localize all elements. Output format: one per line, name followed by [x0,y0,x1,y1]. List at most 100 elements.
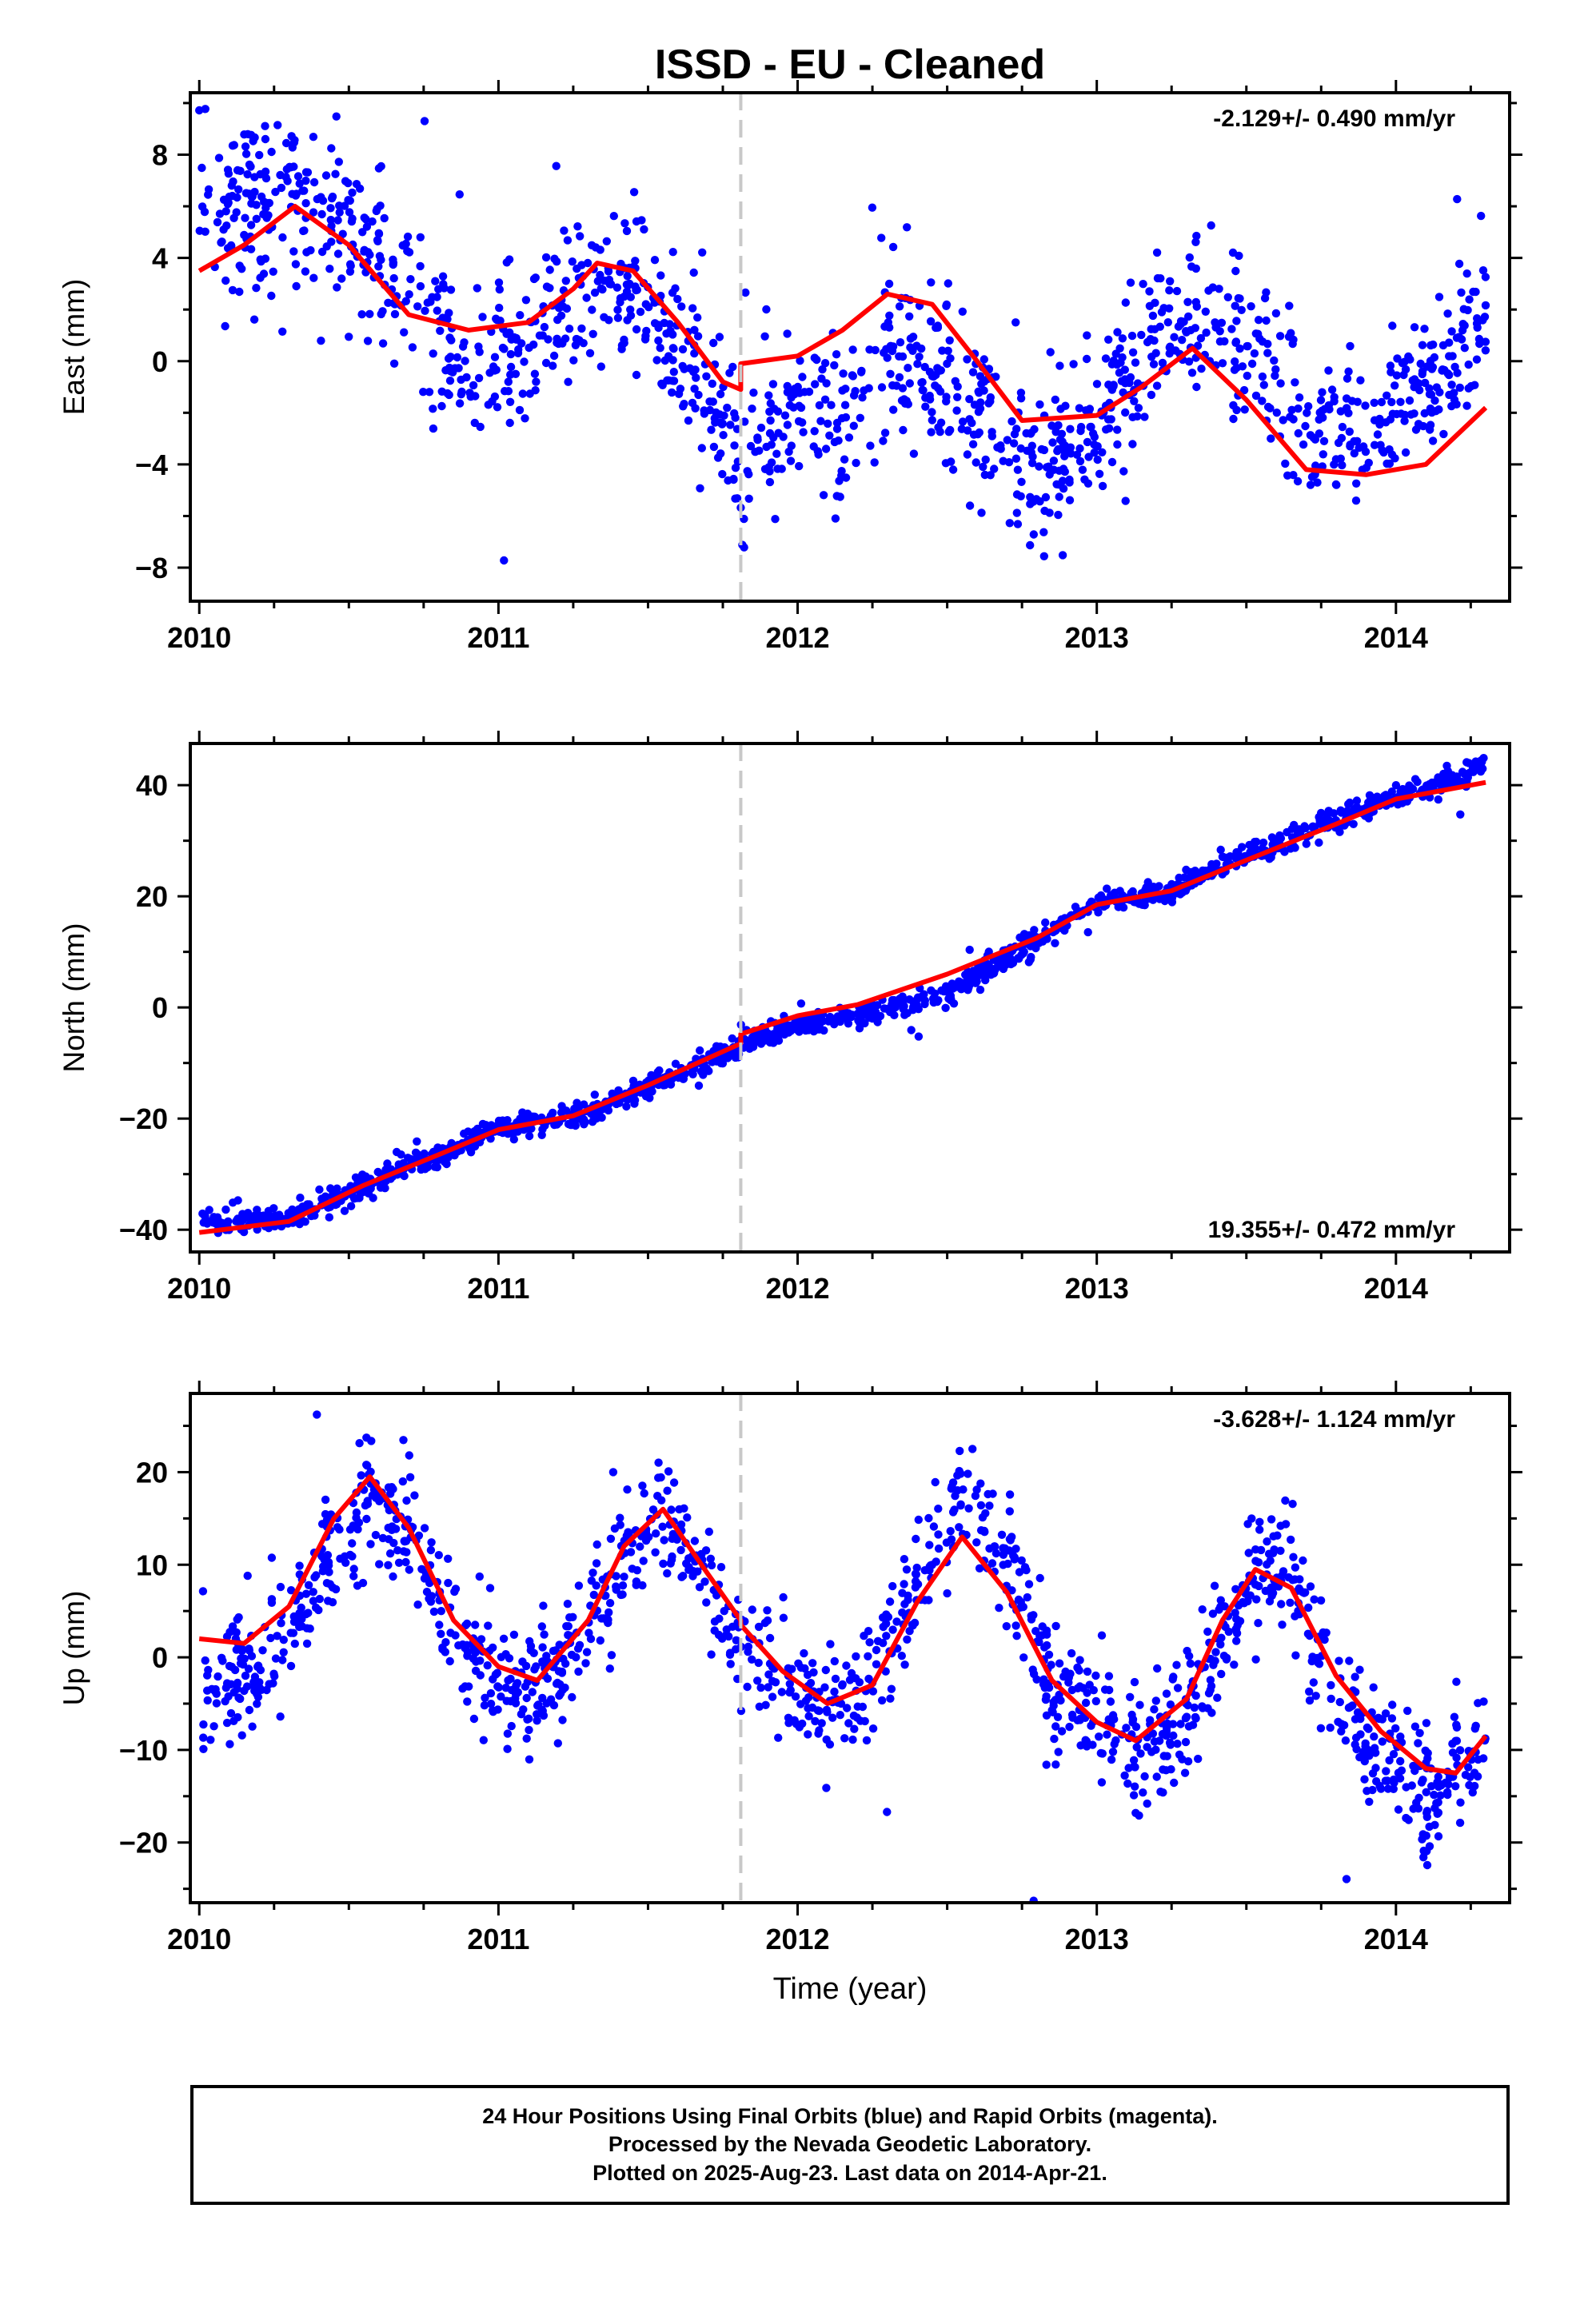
data-point [203,1696,212,1705]
data-point [1339,1720,1349,1730]
data-point [361,1501,370,1510]
data-point [302,248,311,257]
data-point [241,142,250,151]
data-point [301,199,310,208]
data-point [261,173,271,183]
data-point [405,1473,415,1482]
data-point [622,280,632,289]
data-point [1414,421,1424,430]
data-point [856,1716,865,1725]
data-point [925,391,934,401]
data-point [540,322,549,332]
data-point [731,494,740,503]
y-tick-label: −10 [119,1734,168,1767]
data-point [1268,1589,1278,1598]
data-point [1155,322,1165,331]
data-point [232,1628,241,1637]
data-point [1051,1696,1060,1704]
data-point [630,1097,639,1106]
data-point [406,275,415,284]
data-point [399,1547,409,1556]
data-point [445,1656,454,1666]
data-point [313,1410,321,1419]
data-point [419,388,428,397]
data-point [437,1607,445,1616]
data-point [919,386,928,395]
data-point [803,1670,812,1680]
data-point [1464,1763,1473,1772]
data-point [1026,942,1035,951]
data-point [222,1718,232,1728]
data-point [1450,1712,1459,1721]
data-point [1069,360,1078,369]
data-point [831,1674,840,1684]
data-point [445,309,453,317]
data-point [480,1701,489,1710]
data-points-east [195,105,1490,565]
data-point [486,1700,496,1708]
data-point [867,1012,876,1022]
data-point [538,1643,547,1652]
data-point [889,1003,898,1011]
data-point [1385,445,1394,454]
data-point [243,1571,252,1581]
data-point [836,1711,845,1720]
data-point [786,456,796,465]
data-point [729,474,738,484]
data-point [1396,1732,1405,1741]
data-point [943,1589,952,1598]
data-point [1083,927,1092,937]
data-point [1271,309,1281,318]
data-point [571,1121,580,1130]
data-point [1054,421,1063,430]
data-point [1027,1615,1036,1624]
data-point [549,351,559,361]
data-point [667,1505,676,1514]
x-tick-label: 2012 [765,621,829,654]
data-point [199,1720,208,1729]
data-point [1055,361,1064,370]
data-point [1270,356,1279,365]
data-point [1276,379,1285,388]
data-point [1263,349,1272,357]
data-point [558,1716,567,1724]
data-point [1370,398,1379,407]
data-point [1288,1500,1297,1509]
data-point [1081,1698,1091,1708]
data-point [837,414,847,423]
data-point [588,1118,597,1126]
data-point [1075,1656,1084,1664]
data-point [397,1150,405,1159]
data-point [877,383,887,392]
y-tick-label: −20 [119,1102,168,1135]
data-point [264,211,273,220]
data-point [1450,395,1459,405]
data-point [1410,323,1419,332]
data-point [659,1559,668,1569]
data-point [362,1433,371,1442]
data-point [443,389,452,398]
data-point [1237,305,1246,314]
data-point [1254,1619,1263,1628]
data-point [1198,1704,1207,1712]
data-point [855,1678,864,1687]
data-point [336,1554,345,1563]
data-point [492,365,501,374]
data-point [662,329,671,338]
data-point [1360,1756,1370,1766]
data-point [333,1523,342,1532]
data-point [416,233,425,241]
data-point [985,1501,994,1510]
data-point [327,237,336,246]
data-point [680,400,688,409]
data-point [241,1671,250,1680]
data-point [261,134,270,144]
data-point [265,1680,273,1688]
data-point [1407,1781,1417,1790]
data-point [1338,460,1347,470]
data-point [1029,530,1039,539]
data-point [1129,1756,1139,1764]
data-point [589,329,597,338]
data-point [1331,480,1341,489]
